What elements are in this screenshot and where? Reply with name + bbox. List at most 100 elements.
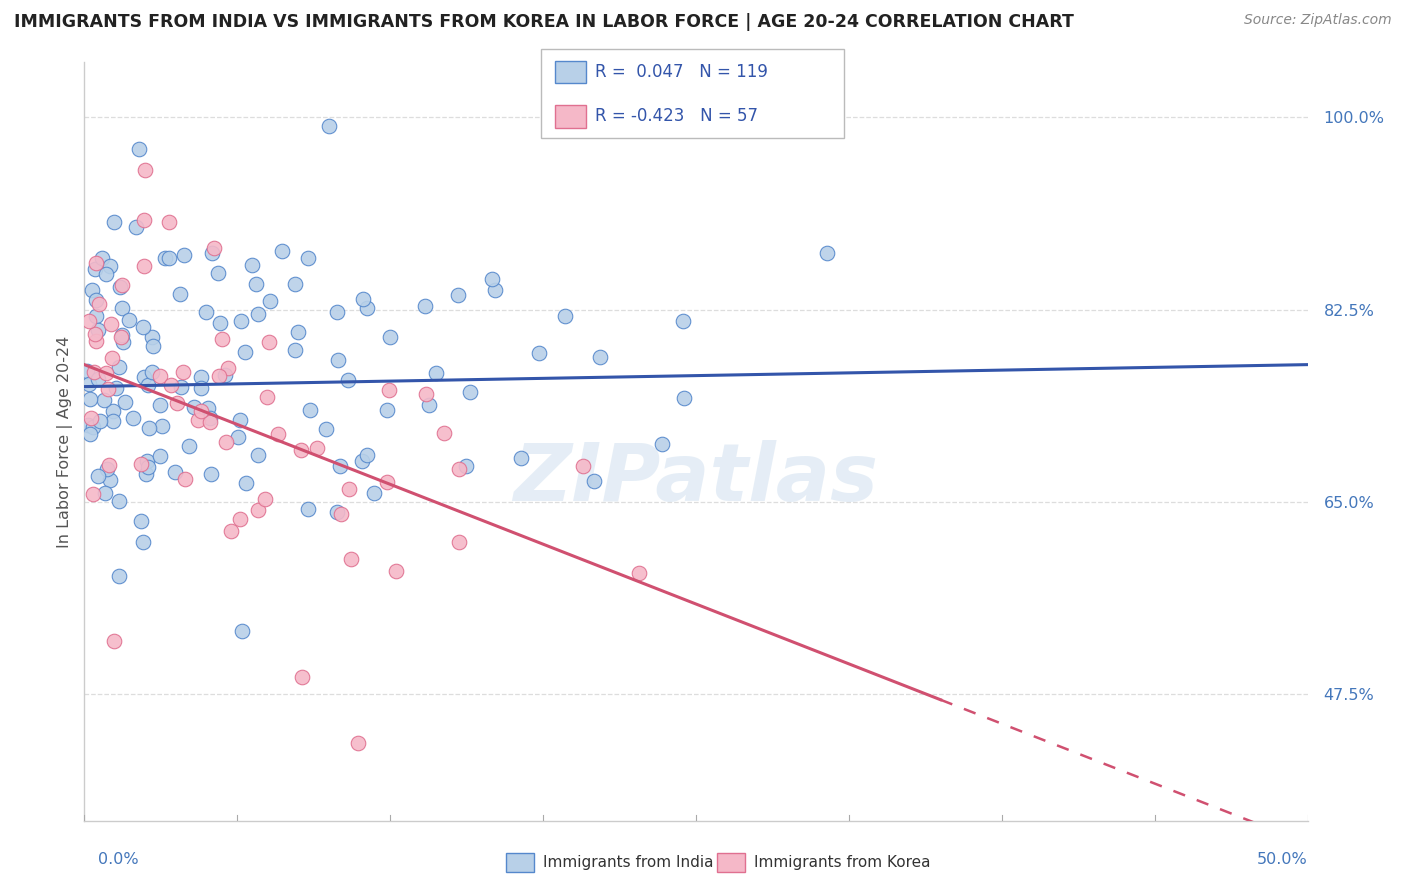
Point bbox=[183, 400, 205, 414]
Point bbox=[128, 142, 150, 156]
Point bbox=[105, 381, 128, 395]
Point bbox=[267, 427, 290, 442]
Point bbox=[217, 361, 239, 376]
Point bbox=[284, 343, 307, 357]
Point bbox=[87, 297, 110, 311]
Point bbox=[385, 565, 408, 579]
Point bbox=[136, 378, 159, 392]
Point bbox=[98, 473, 121, 487]
Point bbox=[346, 736, 368, 750]
Point bbox=[132, 369, 155, 384]
Point bbox=[207, 266, 229, 280]
Point bbox=[214, 368, 236, 382]
Point bbox=[510, 451, 533, 466]
Point bbox=[149, 398, 172, 412]
Point bbox=[208, 317, 231, 331]
Point bbox=[97, 382, 120, 396]
Point bbox=[337, 482, 360, 496]
Point bbox=[169, 287, 191, 301]
Point bbox=[229, 512, 252, 526]
Point bbox=[329, 458, 352, 473]
Point bbox=[118, 313, 141, 327]
Point bbox=[100, 317, 122, 331]
Point bbox=[103, 404, 125, 418]
Point bbox=[172, 365, 194, 379]
Point bbox=[108, 280, 131, 294]
Point bbox=[380, 330, 402, 344]
Point bbox=[190, 404, 212, 418]
Point bbox=[86, 334, 108, 349]
Point bbox=[96, 268, 118, 282]
Point bbox=[572, 459, 595, 474]
Point bbox=[589, 350, 612, 364]
Point bbox=[259, 293, 281, 308]
Point bbox=[211, 332, 233, 346]
Point bbox=[554, 310, 576, 324]
Point bbox=[135, 467, 157, 481]
Point bbox=[173, 248, 195, 262]
Point bbox=[132, 259, 155, 273]
Point bbox=[94, 366, 117, 380]
Point bbox=[98, 458, 121, 472]
Point bbox=[283, 277, 305, 291]
Point bbox=[291, 670, 314, 684]
Text: ZIPatlas: ZIPatlas bbox=[513, 441, 879, 518]
Point bbox=[141, 330, 163, 344]
Point bbox=[433, 425, 456, 440]
Point bbox=[163, 465, 186, 479]
Point bbox=[298, 403, 321, 417]
Text: Immigrants from Korea: Immigrants from Korea bbox=[754, 855, 931, 870]
Point bbox=[96, 462, 118, 476]
Point bbox=[336, 373, 359, 387]
Point bbox=[326, 305, 349, 319]
Text: Source: ZipAtlas.com: Source: ZipAtlas.com bbox=[1244, 13, 1392, 28]
Text: R =  0.047   N = 119: R = 0.047 N = 119 bbox=[595, 62, 768, 81]
Point bbox=[330, 507, 353, 521]
Point bbox=[339, 552, 361, 566]
Y-axis label: In Labor Force | Age 20-24: In Labor Force | Age 20-24 bbox=[58, 335, 73, 548]
Point bbox=[157, 251, 180, 265]
Point bbox=[582, 474, 605, 488]
Point bbox=[235, 476, 257, 491]
Point bbox=[83, 261, 105, 276]
Point bbox=[425, 366, 447, 380]
Point bbox=[135, 454, 157, 468]
Text: IMMIGRANTS FROM INDIA VS IMMIGRANTS FROM KOREA IN LABOR FORCE | AGE 20-24 CORREL: IMMIGRANTS FROM INDIA VS IMMIGRANTS FROM… bbox=[14, 13, 1074, 31]
Point bbox=[447, 288, 470, 302]
Point bbox=[166, 396, 188, 410]
Point bbox=[93, 392, 115, 407]
Point bbox=[107, 359, 129, 374]
Point bbox=[413, 299, 436, 313]
Point bbox=[82, 420, 104, 434]
Point bbox=[108, 568, 131, 582]
Point bbox=[114, 395, 136, 409]
Point bbox=[229, 412, 252, 426]
Point bbox=[77, 376, 100, 391]
Point bbox=[86, 323, 108, 337]
Point bbox=[307, 441, 329, 455]
Point bbox=[86, 256, 108, 270]
Point bbox=[84, 293, 107, 307]
Point bbox=[257, 335, 280, 350]
Point bbox=[84, 309, 107, 323]
Point bbox=[174, 473, 197, 487]
Point bbox=[449, 535, 471, 549]
Point bbox=[141, 365, 163, 379]
Point bbox=[200, 467, 222, 481]
Point bbox=[287, 325, 309, 339]
Point bbox=[103, 414, 125, 428]
Point bbox=[246, 307, 269, 321]
Point bbox=[352, 292, 374, 306]
Text: 50.0%: 50.0% bbox=[1257, 852, 1308, 867]
Point bbox=[651, 437, 673, 451]
Point bbox=[315, 422, 337, 436]
Point bbox=[100, 259, 122, 273]
Point bbox=[186, 413, 208, 427]
Point bbox=[318, 119, 340, 133]
Point bbox=[254, 492, 277, 507]
Point bbox=[673, 391, 696, 405]
Point bbox=[290, 443, 312, 458]
Text: Immigrants from India: Immigrants from India bbox=[543, 855, 713, 870]
Point bbox=[375, 475, 398, 490]
Point bbox=[198, 411, 221, 425]
